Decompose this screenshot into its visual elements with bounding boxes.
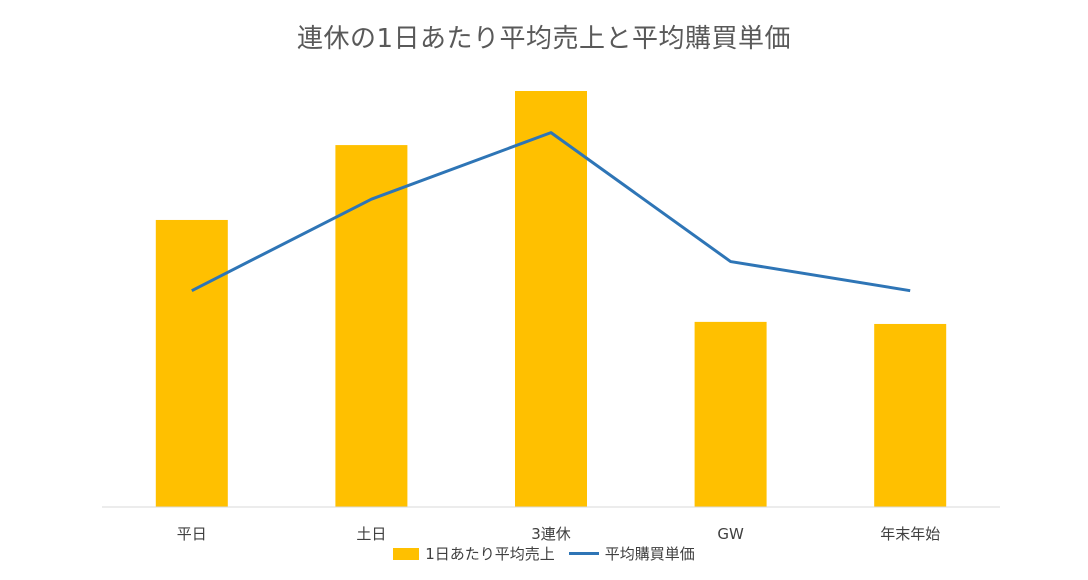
bar-1 [335,145,408,507]
bar-4 [874,323,947,507]
chart-title: 連休の1日あたり平均売上と平均購買単価 [296,24,792,54]
bar-2 [515,91,587,507]
legend-item-sales: 1日あたり平均売上 [393,543,555,564]
x-tick-label-4: 年末年始 [880,525,940,543]
legend-swatch-line [568,552,599,555]
x-tick-label-1: 土日 [356,525,386,543]
x-tick-labels: 平日 土日 3連休 GW 年末年始 [177,525,940,543]
bar-3 [694,321,767,507]
legend-swatch-bar [393,547,420,560]
legend-label-price: 平均購買単価 [604,545,695,563]
line-series [191,131,911,293]
line-series-path [191,131,911,293]
bar-0 [155,219,228,507]
legend-item-price: 平均購買単価 [568,543,695,564]
legend-label-sales: 1日あたり平均売上 [425,545,555,563]
bar-series [155,91,947,507]
x-tick-label-2: 3連休 [531,525,571,543]
legend: 1日あたり平均売上 平均購買単価 [0,543,1088,564]
x-tick-label-0: 平日 [177,525,207,543]
x-tick-label-3: GW [717,525,744,543]
